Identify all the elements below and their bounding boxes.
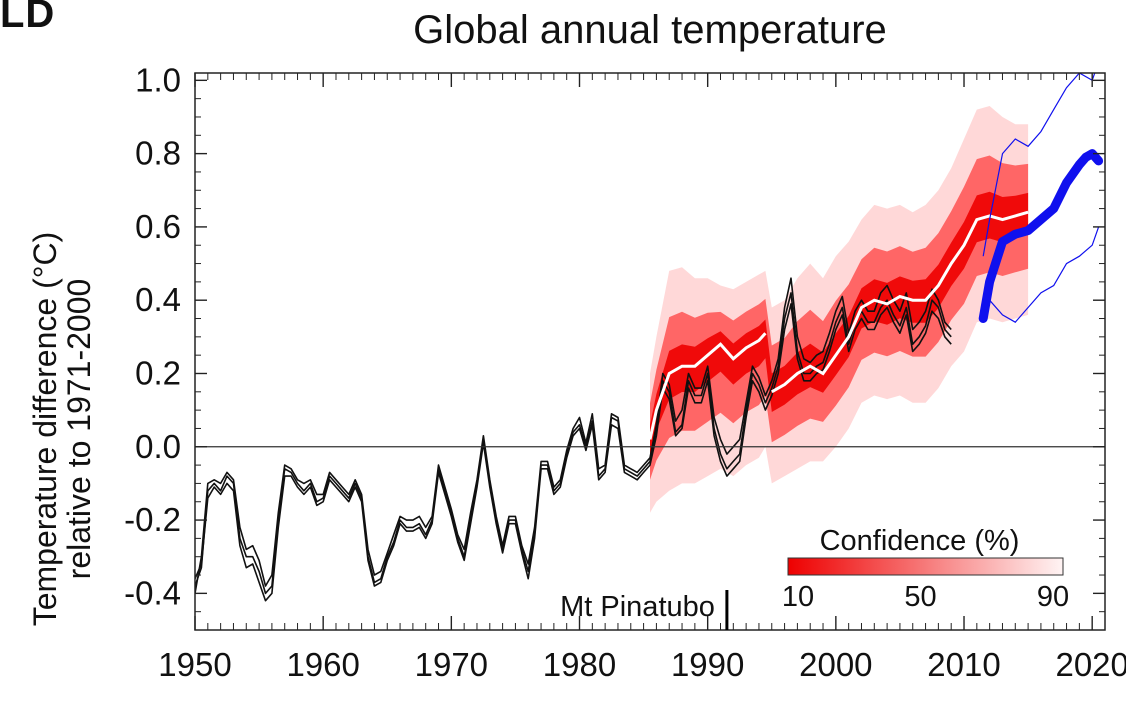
projection-mean-line — [978, 149, 1104, 323]
observation-line-2 — [195, 303, 952, 602]
legend-title: Confidence (%) — [820, 525, 1020, 557]
confidence-band-inner — [650, 155, 1029, 480]
legend-label: 90 — [1037, 581, 1069, 613]
projection-series — [978, 73, 1104, 323]
x-tick-label: 1990 — [671, 646, 744, 683]
axes: -0.4 -0.2 0.0 0.2 0.4 0.6 0.8 1.0 1950 1960 1970 19… — [124, 61, 1126, 683]
legend-label: 10 — [782, 581, 814, 613]
x-tick-label: 1960 — [286, 646, 359, 683]
chart-svg: -0.4 -0.2 0.0 0.2 0.4 0.6 0.8 1.0 1950 1960 1970 19… — [124, 61, 1126, 683]
observation-line-3 — [195, 277, 952, 594]
projection-upper-line — [982, 73, 1096, 257]
y-tick-label: 1.0 — [135, 61, 181, 98]
x-tick-label: 1980 — [543, 646, 616, 683]
y-tick-label: -0.4 — [124, 574, 181, 611]
forecast-mean-series — [648, 210, 1029, 440]
plot-frame — [194, 72, 1106, 631]
chart-title: Global annual temperature — [413, 8, 887, 52]
legend-label: 50 — [904, 581, 936, 613]
forecast-confidence-band — [650, 106, 1029, 513]
x-tick-label: 1970 — [415, 646, 488, 683]
legend-colorbar — [787, 557, 1064, 576]
y-tick-label: 0.0 — [135, 428, 181, 465]
x-tick-label: 2020 — [1055, 646, 1126, 683]
y-tick-label: -0.2 — [124, 501, 181, 538]
y-tick-label: 0.4 — [135, 281, 181, 318]
annotation: Mt Pinatubo — [560, 590, 729, 630]
observation-line-1 — [195, 292, 952, 595]
confidence-legend: Confidence (%)10 50 90 — [782, 525, 1069, 613]
y-tick-label: 0.6 — [135, 208, 181, 245]
pinatubo-label: Mt Pinatubo — [560, 591, 715, 623]
forecast-mean-line-b — [771, 210, 1029, 394]
y-tick-label: 0.2 — [135, 354, 181, 391]
projection-lower-line — [982, 226, 1100, 323]
forecast-mean-line-a — [648, 332, 767, 440]
panel-label: LD — [0, 0, 56, 36]
observation-series — [195, 277, 952, 602]
x-tick-label: 2010 — [927, 646, 1000, 683]
y-tick-label: 0.8 — [135, 135, 181, 172]
x-tick-label: 2000 — [799, 646, 872, 683]
x-tick-label: 1950 — [158, 646, 231, 683]
